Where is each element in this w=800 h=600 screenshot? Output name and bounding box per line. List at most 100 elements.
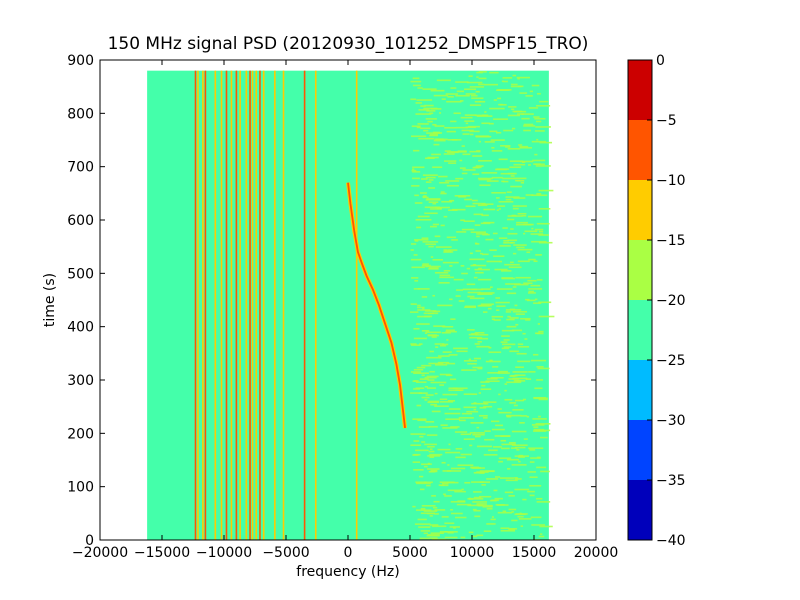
noise-streak [474, 435, 481, 438]
noise-streak [478, 83, 485, 86]
noise-streak [514, 283, 529, 286]
noise-streak [504, 398, 513, 401]
noise-streak [429, 470, 438, 473]
noise-streak [481, 288, 491, 290]
noise-streak [514, 488, 530, 491]
noise-streak [439, 344, 447, 347]
noise-streak [490, 518, 496, 521]
noise-streak [415, 102, 422, 104]
noise-streak [539, 141, 553, 144]
noise-streak [440, 484, 449, 487]
noise-streak [483, 83, 499, 86]
colorbar-tick-label: −20 [656, 293, 686, 309]
noise-streak [426, 484, 431, 487]
noise-streak [496, 205, 506, 207]
noise-streak [427, 334, 439, 337]
noise-streak [411, 344, 421, 346]
noise-streak [448, 389, 462, 392]
noise-streak [502, 343, 516, 346]
noise-streak [410, 343, 417, 345]
noise-streak [491, 516, 494, 518]
noise-streak [478, 140, 481, 143]
noise-streak [509, 402, 517, 404]
colorbar-tick-label: 0 [656, 53, 665, 69]
y-tick-label: 600 [67, 213, 94, 229]
noise-streak [439, 181, 450, 184]
noise-streak [498, 158, 508, 161]
noise-streak [460, 116, 473, 119]
noise-streak [529, 476, 538, 479]
noise-streak [508, 378, 520, 380]
x-tick-label: −15000 [134, 545, 190, 561]
noise-streak [521, 214, 527, 217]
noise-streak [435, 246, 452, 248]
noise-streak [524, 230, 538, 233]
noise-streak [425, 243, 436, 246]
noise-streak [422, 241, 439, 243]
noise-streak [418, 288, 430, 290]
noise-streak [517, 260, 530, 263]
noise-streak [485, 380, 500, 383]
noise-streak [475, 271, 484, 274]
noise-streak [467, 295, 475, 298]
noise-streak [429, 267, 439, 269]
noise-streak [425, 199, 441, 201]
noise-streak [432, 310, 441, 313]
noise-streak [473, 276, 478, 279]
noise-streak [446, 100, 462, 103]
noise-streak [466, 267, 471, 270]
noise-streak [512, 74, 517, 77]
noise-streak [429, 515, 433, 517]
noise-streak [466, 283, 476, 286]
noise-streak [528, 288, 543, 290]
noise-streak [432, 294, 436, 297]
noise-streak [417, 315, 431, 318]
noise-streak [476, 76, 479, 78]
noise-streak [538, 230, 544, 233]
noise-streak [425, 265, 441, 268]
noise-streak [434, 364, 448, 366]
noise-streak [527, 292, 536, 294]
noise-streak [473, 408, 477, 411]
noise-streak [430, 208, 442, 210]
noise-streak [421, 264, 431, 267]
noise-streak [480, 388, 492, 390]
noise-streak [421, 237, 429, 240]
noise-streak [468, 531, 474, 534]
noise-streak [413, 368, 424, 371]
noise-streak [488, 449, 498, 452]
noise-streak [423, 532, 428, 535]
noise-streak [427, 401, 440, 404]
noise-streak [412, 171, 421, 173]
noise-streak [450, 120, 457, 123]
noise-streak [474, 343, 480, 345]
noise-streak [512, 310, 528, 313]
noise-streak [410, 392, 422, 394]
noise-streak [472, 535, 478, 538]
noise-streak [426, 512, 436, 515]
noise-streak [537, 92, 541, 95]
noise-streak [439, 112, 442, 114]
noise-streak [434, 206, 450, 209]
noise-streak [418, 343, 423, 345]
noise-streak [445, 330, 457, 333]
noise-streak [530, 457, 541, 459]
noise-streak [455, 126, 469, 129]
noise-streak [533, 396, 546, 399]
noise-streak [437, 361, 450, 364]
noise-streak [465, 205, 476, 208]
noise-streak [501, 335, 510, 337]
noise-streak [454, 431, 468, 433]
noise-streak [514, 513, 526, 516]
noise-streak [445, 93, 459, 95]
noise-streak [416, 366, 426, 369]
noise-streak [483, 454, 498, 456]
noise-streak [509, 160, 524, 163]
noise-streak [461, 412, 473, 415]
noise-streak [469, 104, 482, 106]
noise-streak [482, 114, 489, 117]
noise-streak [469, 130, 480, 133]
noise-streak [476, 534, 484, 537]
colorbar-segment [628, 300, 652, 360]
noise-streak [487, 372, 501, 374]
